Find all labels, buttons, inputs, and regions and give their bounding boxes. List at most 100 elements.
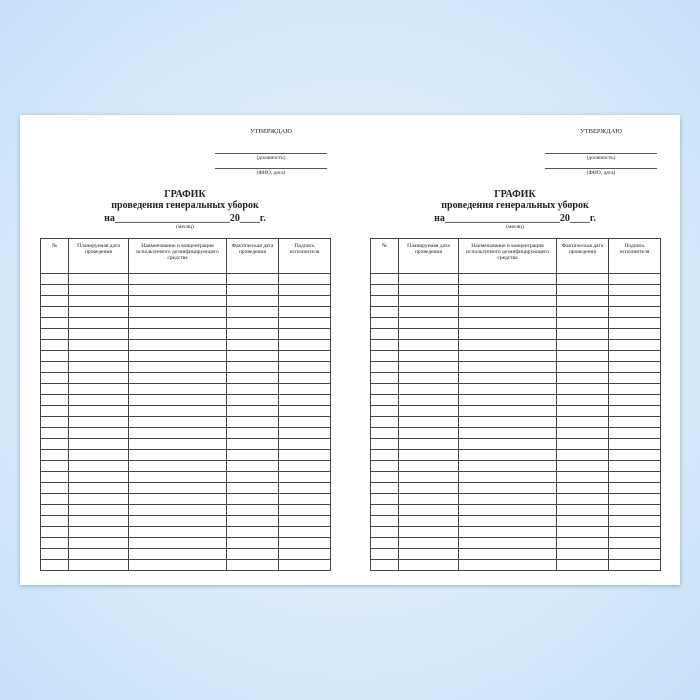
table-cell [40,416,69,428]
table-cell [370,295,399,307]
name-caption: (ФИО, дата) [256,170,286,176]
period-line: на_______________________20____г. [104,213,266,224]
table-row [40,526,331,538]
table-cell [226,471,279,483]
table-cell [556,284,609,296]
table-cell [226,548,279,560]
table-cell [128,317,227,329]
table-cell [608,328,661,340]
table-row [370,537,661,549]
table-row [370,350,661,362]
table-cell [40,493,69,505]
table-cell [278,548,331,560]
table-cell [68,295,129,307]
column-header-number: № [40,238,69,274]
table-cell [398,394,459,406]
table-cell [608,361,661,373]
table-cell [398,493,459,505]
table-cell [278,317,331,329]
page-title: ГРАФИК проведения генеральных уборок [350,189,680,211]
title: ГРАФИК [494,189,536,200]
table-cell [556,350,609,362]
table-cell [68,372,129,384]
table-cell [40,306,69,318]
table-cell [226,350,279,362]
table-row [40,273,331,285]
table-cell [458,328,557,340]
table-cell [226,515,279,527]
table-row [370,295,661,307]
table-cell [608,438,661,450]
table-row [370,328,661,340]
position-caption: (должность) [256,155,286,161]
table-cell [226,317,279,329]
table-cell [458,394,557,406]
table-cell [278,383,331,395]
table-cell [68,515,129,527]
table-cell [128,350,227,362]
table-cell [370,405,399,417]
table-row [40,361,331,373]
table-cell [458,559,557,571]
table-cell [68,504,129,516]
table-cell [556,328,609,340]
table-cell [370,438,399,450]
table-cell [40,537,69,549]
table-cell [226,306,279,318]
table-cell [398,416,459,428]
position-line [545,153,657,154]
table-cell [556,306,609,318]
table-cell [68,416,129,428]
table-cell [398,438,459,450]
table-row [40,471,331,483]
table-cell [40,438,69,450]
table-cell [398,405,459,417]
table-cell [458,295,557,307]
table-row [370,471,661,483]
table-cell [458,482,557,494]
table-cell [226,493,279,505]
table-cell [370,306,399,318]
table-cell [608,537,661,549]
table-cell [398,460,459,472]
table-cell [278,537,331,549]
table-cell [68,405,129,417]
table-cell [226,372,279,384]
table-cell [370,493,399,505]
table-cell [398,328,459,340]
column-header-planned-date: Планируемая дата проведения [398,238,459,274]
table-row [370,449,661,461]
column-header-disinfectant: Наименование и концентрация используемог… [128,238,227,274]
table-cell [398,339,459,351]
page-title: ГРАФИК проведения генеральных уборок [20,189,350,211]
table-cell [40,361,69,373]
table-row [40,394,331,406]
table-cell [608,559,661,571]
table-cell [278,284,331,296]
table-cell [608,317,661,329]
table-cell [68,339,129,351]
table-cell [458,471,557,483]
right-page: УТВЕРЖДАЮ (должность) (ФИО, дата) ГРАФИК… [350,115,680,585]
table-cell [278,504,331,516]
table-cell [128,438,227,450]
table-cell [128,515,227,527]
table-row [40,416,331,428]
table-cell [370,460,399,472]
table-cell [608,493,661,505]
table-cell [458,350,557,362]
table-cell [128,306,227,318]
table-cell [278,306,331,318]
name-line [215,168,327,169]
table-row [40,372,331,384]
table-cell [40,295,69,307]
table-cell [278,372,331,384]
table-cell [40,339,69,351]
table-cell [278,482,331,494]
table-row [40,317,331,329]
table-cell [278,449,331,461]
table-cell [370,328,399,340]
table-cell [40,350,69,362]
table-cell [398,383,459,395]
table-cell [278,438,331,450]
